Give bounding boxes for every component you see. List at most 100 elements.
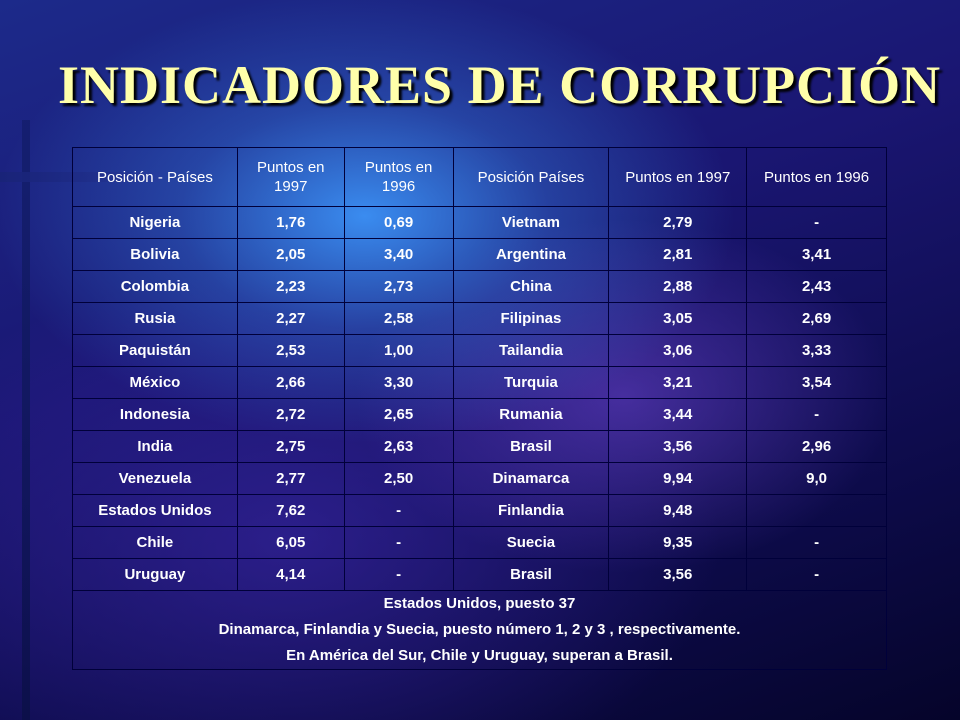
score-1997-cell: 9,35	[608, 526, 748, 559]
header-puntos-1997-2: Puntos en 1997	[608, 147, 748, 207]
header-puntos-1996-2: Puntos en 1996	[746, 147, 887, 207]
note-line: En América del Sur, Chile y Uruguay, sup…	[286, 647, 673, 664]
country-cell: Indonesia	[72, 398, 238, 431]
score-1996-cell: 3,54	[746, 366, 887, 399]
score-1996-cell: 3,41	[746, 238, 887, 271]
score-1997-cell: 9,94	[608, 462, 748, 495]
score-1996-cell: -	[746, 526, 887, 559]
slide-title: INDICADORES DE CORRUPCIÓN	[58, 55, 942, 115]
score-1996-cell: -	[746, 558, 887, 591]
country-cell: Colombia	[72, 270, 238, 303]
country-cell: China	[452, 270, 610, 303]
score-1996-cell: 2,63	[343, 430, 454, 463]
score-1997-cell: 7,62	[236, 494, 345, 527]
score-1997-cell: 4,14	[236, 558, 345, 591]
header-posicion-paises-2: Posición Países	[452, 147, 610, 207]
table-row: Colombia 2,23 2,73 China 2,88 2,43	[72, 270, 887, 303]
country-cell: Bolivia	[72, 238, 238, 271]
table-row: Rusia 2,27 2,58 Filipinas 3,05 2,69	[72, 302, 887, 335]
table-row: Uruguay 4,14- Brasil 3,56-	[72, 558, 887, 591]
score-1997-cell: 2,23	[236, 270, 345, 303]
country-cell: Argentina	[452, 238, 610, 271]
score-1996-cell: 2,96	[746, 430, 887, 463]
table-row: India 2,75 2,63 Brasil 3,56 2,96	[72, 430, 887, 463]
table-row: Chile 6,05- Suecia 9,35-	[72, 526, 887, 559]
country-cell: Vietnam	[452, 206, 610, 239]
score-1996-cell: 2,58	[343, 302, 454, 335]
score-1996-cell: 2,43	[746, 270, 887, 303]
country-cell: México	[72, 366, 238, 399]
score-1996-cell: 3,30	[343, 366, 454, 399]
country-cell: Brasil	[452, 558, 610, 591]
score-1997-cell: 2,81	[608, 238, 748, 271]
score-1997-cell: 3,21	[608, 366, 748, 399]
country-cell: Uruguay	[72, 558, 238, 591]
score-1997-cell: 2,53	[236, 334, 345, 367]
country-cell: Nigeria	[72, 206, 238, 239]
country-cell: Brasil	[452, 430, 610, 463]
score-1997-cell: 1,76	[236, 206, 345, 239]
table-row: Estados Unidos 7,62- Finlandia 9,48	[72, 494, 887, 527]
score-1997-cell: 3,06	[608, 334, 748, 367]
score-1997-cell: 3,56	[608, 430, 748, 463]
country-cell: Paquistán	[72, 334, 238, 367]
header-puntos-1997-1: Puntos en 1997	[236, 147, 345, 207]
table-row: Nigeria 1,76 0,69 Vietnam 2,79-	[72, 206, 887, 239]
country-cell: Filipinas	[452, 302, 610, 335]
score-1996-cell: -	[343, 526, 454, 559]
country-cell: Tailandia	[452, 334, 610, 367]
country-cell: Rusia	[72, 302, 238, 335]
corruption-table: Posición - Países Puntos en 1997 Puntos …	[72, 147, 887, 670]
score-1997-cell: 2,27	[236, 302, 345, 335]
score-1996-cell: 1,00	[343, 334, 454, 367]
country-cell: Turquia	[452, 366, 610, 399]
score-1997-cell: 2,72	[236, 398, 345, 431]
note-line: Dinamarca, Finlandia y Suecia, puesto nú…	[218, 621, 741, 638]
country-cell: Finlandia	[452, 494, 610, 527]
table-row: Bolivia 2,05 3,40 Argentina 2,81 3,41	[72, 238, 887, 271]
country-cell: Chile	[72, 526, 238, 559]
score-1996-cell: -	[343, 494, 454, 527]
score-1997-cell: 2,79	[608, 206, 748, 239]
score-1996-cell: 3,33	[746, 334, 887, 367]
score-1997-cell: 2,77	[236, 462, 345, 495]
score-1996-cell: 9,0	[746, 462, 887, 495]
country-cell: Estados Unidos	[72, 494, 238, 527]
country-cell: Dinamarca	[452, 462, 610, 495]
score-1996-cell: 2,73	[343, 270, 454, 303]
country-cell: India	[72, 430, 238, 463]
score-1997-cell: 3,56	[608, 558, 748, 591]
notes-row: Estados Unidos, puesto 37 Dinamarca, Fin…	[72, 590, 887, 670]
country-cell: Venezuela	[72, 462, 238, 495]
score-1997-cell: 2,88	[608, 270, 748, 303]
score-1996-cell: -	[746, 398, 887, 431]
score-1996-cell: 2,69	[746, 302, 887, 335]
score-1996-cell: -	[343, 558, 454, 591]
table-header-row: Posición - Países Puntos en 1997 Puntos …	[72, 147, 887, 207]
score-1997-cell: 6,05	[236, 526, 345, 559]
table-body: Nigeria 1,76 0,69 Vietnam 2,79- Bolivia 2,05 3,…	[72, 206, 887, 591]
table-row: Indonesia 2,72 2,65 Rumania 3,44-	[72, 398, 887, 431]
table-row: Paquistán 2,53 1,00 Tailandia 3,06 3,33	[72, 334, 887, 367]
country-cell: Suecia	[452, 526, 610, 559]
score-1996-cell	[746, 494, 887, 527]
note-line: Estados Unidos, puesto 37	[383, 595, 576, 612]
score-1997-cell: 3,44	[608, 398, 748, 431]
score-1996-cell: 0,69	[343, 206, 454, 239]
score-1996-cell: 2,50	[343, 462, 454, 495]
score-1997-cell: 2,05	[236, 238, 345, 271]
score-1997-cell: 2,66	[236, 366, 345, 399]
table-row: México 2,66 3,30 Turquia 3,21 3,54	[72, 366, 887, 399]
score-1996-cell: 3,40	[343, 238, 454, 271]
score-1997-cell: 2,75	[236, 430, 345, 463]
header-puntos-1996-1: Puntos en 1996	[343, 147, 454, 207]
header-posicion-paises-1: Posición - Países	[72, 147, 238, 207]
score-1996-cell: -	[746, 206, 887, 239]
decorative-vertical-bar	[22, 120, 30, 720]
table-row: Venezuela 2,77 2,50 Dinamarca 9,94 9,0	[72, 462, 887, 495]
notes-cell: Estados Unidos, puesto 37 Dinamarca, Fin…	[72, 590, 887, 670]
score-1997-cell: 9,48	[608, 494, 748, 527]
country-cell: Rumania	[452, 398, 610, 431]
score-1996-cell: 2,65	[343, 398, 454, 431]
score-1997-cell: 3,05	[608, 302, 748, 335]
